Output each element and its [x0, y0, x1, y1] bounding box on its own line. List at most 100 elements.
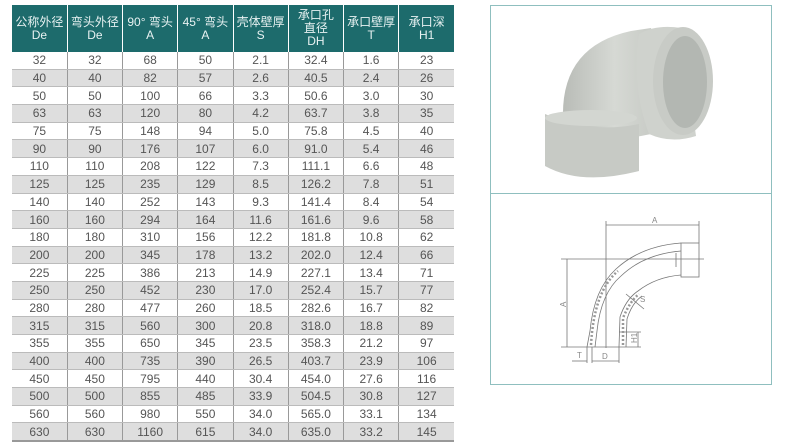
table-cell: 34.0 — [233, 405, 289, 424]
dimension-label-h1: H1 — [630, 332, 639, 343]
column-header-text: H1 — [418, 27, 435, 42]
column-header-text: De — [87, 27, 103, 42]
table-row: 40 40 82 57 2.6 40.5 2.4 26 — [12, 69, 454, 88]
table-cell: 504.5 — [288, 387, 345, 406]
table-cell: 3.3 — [233, 86, 289, 106]
dimension-label-d: D — [602, 352, 608, 361]
column-header: 承口壁厚 T — [343, 5, 400, 52]
table-cell: 180 — [67, 228, 124, 247]
table-cell: 181.8 — [288, 228, 345, 247]
table-cell: 160 — [67, 210, 124, 229]
table-cell: 23 — [398, 52, 454, 70]
table-cell: 68 — [122, 52, 179, 70]
column-header-text: 承口深 — [408, 14, 445, 29]
column-header-text: 90° 弯头 — [127, 14, 173, 29]
table-cell: 315 — [12, 316, 68, 335]
table-cell: 390 — [177, 352, 234, 371]
table-row: 90 90 176 107 6.0 91.0 5.4 46 — [12, 139, 454, 159]
table-cell: 200 — [67, 246, 124, 265]
table-cell: 57 — [177, 69, 234, 88]
table-cell: 345 — [177, 334, 234, 353]
table-cell: 80 — [177, 104, 234, 123]
table-cell: 560 — [122, 316, 179, 335]
table-cell: 3.8 — [343, 104, 400, 123]
table-cell: 140 — [67, 193, 124, 212]
table-cell: 91.0 — [288, 139, 345, 159]
table-cell: 8.5 — [233, 175, 289, 194]
table-cell: 50 — [12, 86, 68, 106]
table-cell: 48 — [398, 157, 454, 176]
table-cell: 5.0 — [233, 122, 289, 141]
table-cell: 75 — [12, 122, 68, 141]
table-row: 110 110 208 122 7.3 111.1 6.6 48 — [12, 157, 454, 176]
table-cell: 116 — [398, 369, 454, 389]
table-cell: 82 — [122, 69, 179, 88]
table-cell: 477 — [122, 299, 179, 318]
table-cell: 650 — [122, 334, 179, 353]
table-cell: 40.5 — [288, 69, 345, 88]
table-cell: 18.8 — [343, 316, 400, 335]
column-header-text: 承口孔 — [297, 8, 334, 22]
table-cell: 310 — [122, 228, 179, 247]
table-cell: 32.4 — [288, 52, 345, 70]
table-cell: 33.1 — [343, 405, 400, 424]
table-cell: 15.7 — [343, 281, 400, 300]
table-cell: 315 — [67, 316, 124, 335]
table-cell: 252.4 — [288, 281, 345, 300]
table-cell: 90 — [12, 139, 68, 159]
table-cell: 855 — [122, 387, 179, 406]
table-cell: 23.9 — [343, 352, 400, 371]
table-row: 450 450 795 440 30.4 454.0 27.6 116 — [12, 369, 454, 389]
table-cell: 9.3 — [233, 193, 289, 212]
table-cell: 1160 — [122, 422, 179, 442]
column-header-text: S — [256, 27, 265, 42]
table-cell: 208 — [122, 157, 179, 176]
table-cell: 176 — [122, 139, 179, 159]
table-cell: 164 — [177, 210, 234, 229]
table-row: 160 160 294 164 11.6 161.6 9.6 58 — [12, 210, 454, 229]
column-header-text: A — [146, 27, 155, 42]
table-cell: 26 — [398, 69, 454, 88]
column-header-text: 壳体壁厚 — [236, 14, 285, 29]
table-cell: 358.3 — [288, 334, 345, 353]
column-header-text: 直径 — [303, 21, 328, 35]
table-cell: 51 — [398, 175, 454, 194]
table-cell: 252 — [122, 193, 179, 212]
table-cell: 294 — [122, 210, 179, 229]
table-cell: 565.0 — [288, 405, 345, 424]
table-cell: 141.4 — [288, 193, 345, 212]
table-cell: 5.4 — [343, 139, 400, 159]
table-row: 630 630 1160 615 34.0 635.0 33.2 145 — [12, 422, 454, 442]
column-header-text: DH — [307, 34, 325, 48]
table-cell: 77 — [398, 281, 454, 300]
table-cell: 34.0 — [233, 422, 289, 442]
elbow-photo-panel — [490, 5, 772, 194]
table-cell: 630 — [12, 422, 68, 442]
table-cell: 178 — [177, 246, 234, 265]
table-cell: 110 — [12, 157, 68, 176]
dimension-label-t: T — [577, 351, 582, 360]
table-cell: 50.6 — [288, 86, 345, 106]
table-cell: 280 — [67, 299, 124, 318]
column-header: 45° 弯头 A — [177, 5, 234, 52]
table-row: 560 560 980 550 34.0 565.0 33.1 134 — [12, 405, 454, 424]
table-cell: 122 — [177, 157, 234, 176]
table-cell: 485 — [177, 387, 234, 406]
table-cell: 560 — [12, 405, 68, 424]
table-cell: 27.6 — [343, 369, 400, 389]
table-cell: 63 — [67, 104, 124, 123]
dimension-label-a-side: A — [559, 301, 568, 307]
table-cell: 230 — [177, 281, 234, 300]
table-cell: 90 — [67, 139, 124, 159]
table-cell: 2.6 — [233, 69, 289, 88]
table-cell: 10.8 — [343, 228, 400, 247]
table-row: 500 500 855 485 33.9 504.5 30.8 127 — [12, 387, 454, 406]
table-cell: 40 — [12, 69, 68, 88]
table-cell: 16.7 — [343, 299, 400, 318]
table-cell: 30 — [398, 86, 454, 106]
table-cell: 35 — [398, 104, 454, 123]
table-cell: 17.0 — [233, 281, 289, 300]
table-cell: 500 — [67, 387, 124, 406]
table-cell: 3.0 — [343, 86, 400, 106]
table-cell: 225 — [12, 263, 68, 282]
